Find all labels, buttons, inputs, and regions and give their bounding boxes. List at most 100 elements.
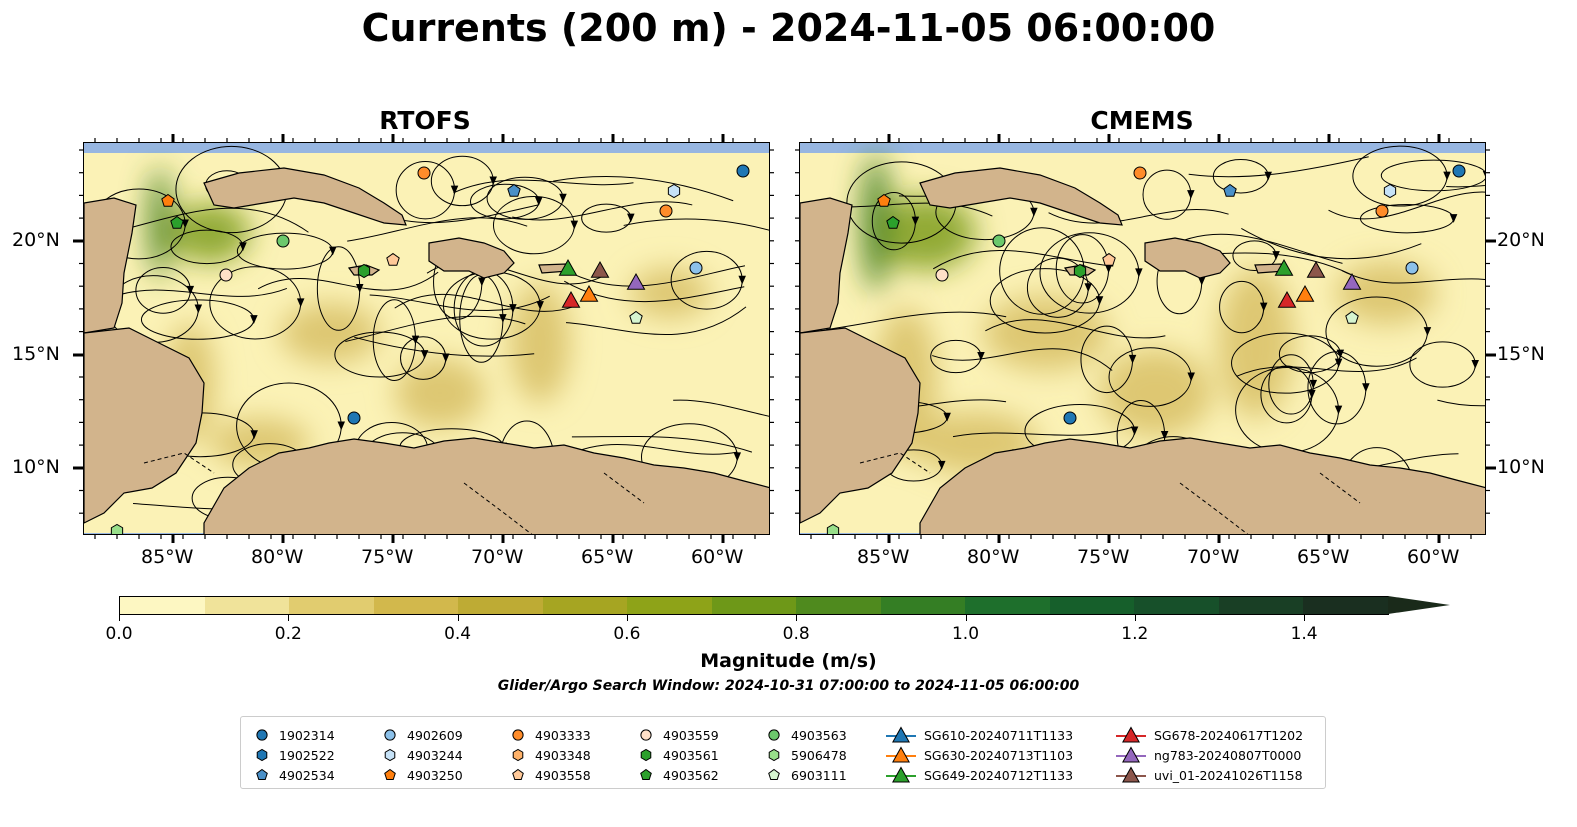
colorbar-tick-label: 0.8 bbox=[782, 624, 810, 644]
colorbar-tick-mark bbox=[288, 615, 290, 621]
cmems-current-map[interactable] bbox=[799, 142, 1486, 535]
legend-label: 4903559 bbox=[663, 727, 719, 743]
colorbar-segment bbox=[289, 597, 374, 614]
magnitude-blob bbox=[1099, 349, 1213, 437]
colorbar-tick-mark bbox=[119, 615, 120, 621]
lon-label-60w-left: 60°W bbox=[691, 546, 744, 568]
legend-label: uvi_01-20241026T1158 bbox=[1154, 767, 1303, 783]
border-line bbox=[143, 452, 645, 534]
lon-label-80w-left: 80°W bbox=[251, 546, 304, 568]
landmass bbox=[84, 167, 769, 534]
hexagon-legend-icon bbox=[256, 748, 268, 762]
streamline-arrow bbox=[250, 315, 258, 324]
colorbar-tick-label: 0.2 bbox=[274, 624, 302, 644]
streamline-arrow bbox=[937, 460, 946, 470]
magnitude-blob bbox=[510, 283, 570, 403]
flow-streamline bbox=[257, 271, 439, 291]
circle-marker bbox=[768, 729, 780, 741]
magnitude-blob bbox=[395, 358, 485, 428]
legend-item: ng783-20240807T0000 bbox=[1116, 745, 1301, 765]
streamline-arrow bbox=[1259, 302, 1268, 312]
lon-label-70w-right: 70°W bbox=[1187, 546, 1240, 568]
streamline-arrow bbox=[450, 185, 459, 195]
hexagon-marker bbox=[512, 748, 524, 762]
legend-item: SG630-20240713T1103 bbox=[886, 745, 1073, 765]
lon-label-70w-left: 70°W bbox=[471, 546, 524, 568]
magnitude-blob bbox=[280, 303, 380, 363]
circle-marker bbox=[384, 729, 396, 741]
pentagon-marker bbox=[170, 215, 184, 229]
streamline-arrow bbox=[1128, 354, 1137, 364]
flow-streamline bbox=[565, 306, 747, 336]
colorbar-tick-mark bbox=[626, 615, 628, 621]
legend-item: 5906478 bbox=[765, 745, 847, 765]
triangle-marker bbox=[626, 272, 646, 290]
colorbar-segment bbox=[204, 597, 290, 614]
legend-item: 4903250 bbox=[381, 765, 463, 785]
triangle-marker bbox=[579, 284, 599, 302]
triangle-marker bbox=[1122, 766, 1140, 783]
legend-item: 4903562 bbox=[637, 765, 719, 785]
legend-item: 4902609 bbox=[381, 725, 463, 745]
rtofs-map-canvas bbox=[84, 143, 769, 534]
circle-marker bbox=[1405, 261, 1419, 275]
flow-streamline bbox=[106, 287, 288, 300]
lon-label-65w-left: 65°W bbox=[581, 546, 634, 568]
triangle-marker bbox=[561, 290, 581, 308]
colorbar-tick-label: 0.0 bbox=[105, 624, 133, 644]
pentagon-marker bbox=[1102, 252, 1116, 266]
streamline-arrow bbox=[1030, 207, 1038, 217]
colorbar-segment bbox=[120, 597, 205, 614]
float-glider-markers bbox=[110, 164, 750, 534]
cmems-map-canvas bbox=[800, 143, 1485, 534]
streamline-arrow bbox=[1334, 405, 1343, 415]
magnitude-blob bbox=[630, 268, 710, 318]
legend-label: 4903333 bbox=[535, 727, 591, 743]
circle-legend-icon bbox=[512, 729, 524, 741]
streamline-arrow bbox=[489, 176, 497, 186]
magnitude-blob bbox=[148, 168, 172, 278]
figure-title: Currents (200 m) - 2024-11-05 06:00:00 bbox=[361, 6, 1216, 50]
flow-streamline bbox=[1341, 270, 1485, 284]
lon-label-75w-right: 75°W bbox=[1077, 546, 1130, 568]
flow-streamline bbox=[826, 311, 1007, 331]
flow-streamline bbox=[1048, 209, 1229, 224]
streamline-arrow bbox=[296, 298, 305, 308]
circle-marker bbox=[935, 268, 949, 282]
circle-marker bbox=[512, 729, 524, 741]
pentagon-marker bbox=[161, 193, 175, 207]
flow-streamline bbox=[553, 176, 734, 202]
legend-item: 1902522 bbox=[253, 745, 335, 765]
colorbar-tick-mark bbox=[457, 615, 459, 621]
legend: 1902314 1902522 4902534 4902609 4903244 49032… bbox=[240, 716, 1326, 789]
lat-label-20n-left: 20°N bbox=[12, 229, 60, 251]
streamline-arrow bbox=[181, 219, 189, 229]
hexagon-marker bbox=[384, 748, 396, 762]
circle-marker bbox=[417, 166, 431, 180]
hexagon-legend-icon bbox=[768, 748, 780, 762]
streamline-arrow bbox=[1160, 431, 1169, 440]
colorbar-tick-label: 1.2 bbox=[1121, 624, 1149, 644]
colorbar-segment bbox=[1218, 597, 1304, 614]
streamline-arrow bbox=[536, 301, 544, 310]
legend-label: 4903563 bbox=[791, 727, 847, 743]
circle-marker bbox=[992, 234, 1006, 248]
land-outline bbox=[428, 237, 515, 279]
pentagon-marker bbox=[877, 193, 891, 207]
lon-label-85w-right: 85°W bbox=[857, 546, 910, 568]
hexagon-marker bbox=[1383, 183, 1397, 199]
search-window-text: Glider/Argo Search Window: 2024-10-31 07… bbox=[497, 678, 1080, 694]
colorbar-segment bbox=[1049, 597, 1135, 614]
rtofs-current-map[interactable] bbox=[83, 142, 770, 535]
circle-marker bbox=[347, 411, 361, 425]
hexagon-legend-icon bbox=[640, 748, 652, 762]
pentagon-legend-icon bbox=[512, 768, 524, 780]
border-line bbox=[859, 452, 1361, 534]
hexagon-marker bbox=[256, 748, 268, 762]
legend-label: 4903244 bbox=[407, 747, 463, 763]
circle-marker bbox=[219, 268, 233, 282]
landmass bbox=[800, 167, 1485, 534]
pentagon-marker bbox=[886, 215, 900, 229]
pentagon-marker bbox=[640, 768, 652, 780]
colorbar-tick-mark bbox=[1134, 615, 1136, 621]
